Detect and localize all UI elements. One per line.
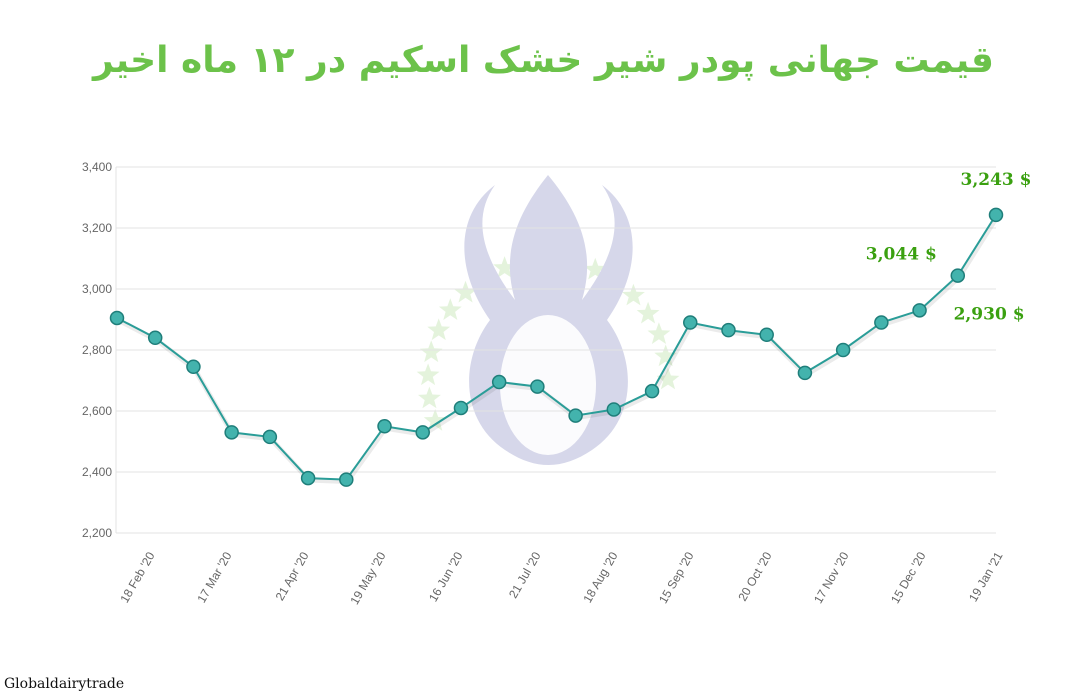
data-point [721, 322, 736, 338]
data-point [530, 379, 545, 394]
watermark-star-icon [418, 386, 441, 409]
data-point [339, 472, 354, 487]
y-tick-label: 2,800 [82, 343, 112, 357]
data-point [950, 268, 966, 283]
watermark-star-icon [636, 301, 660, 324]
data-point [186, 359, 201, 375]
watermark-star-icon [427, 318, 451, 341]
watermark-star-icon [622, 283, 645, 306]
gridlines [115, 166, 996, 534]
data-point [147, 330, 163, 346]
data-point [835, 342, 851, 358]
x-tick-label: 21 Apr '20 [273, 549, 312, 603]
x-tick-label: 20 Oct '20 [735, 549, 774, 603]
chart-title: قیمت جهانی پودر شیر خشک اسکیم در ۱۲ ماه … [93, 40, 994, 81]
watermark-star-icon [416, 363, 440, 386]
price-annotation: 2,930 $ [954, 304, 1025, 324]
x-tick-label: 15 Dec '20 [888, 549, 929, 606]
y-tick-label: 3,200 [82, 221, 112, 235]
x-tick-label: 19 May '20 [347, 549, 388, 607]
watermark-star-icon [583, 257, 607, 280]
source-label: Globaldairytrade [4, 676, 125, 692]
y-tick-label: 3,000 [82, 282, 112, 296]
watermark-star-icon [647, 322, 671, 344]
data-point [683, 315, 698, 330]
x-axis-ticks: 18 Feb '20 17 Mar '20 21 Apr '20 19 May '20… [117, 549, 1005, 607]
data-point [568, 408, 583, 423]
watermark-star-icon [454, 280, 477, 303]
data-point [415, 425, 430, 440]
watermark-star-icon [438, 298, 462, 320]
x-tick-label: 18 Feb '20 [117, 549, 157, 605]
data-point [874, 315, 889, 330]
data-point [224, 425, 239, 440]
y-tick-label: 3,400 [82, 160, 112, 174]
x-tick-label: 16 Jun '20 [426, 549, 466, 604]
data-point [644, 383, 660, 399]
data-point [759, 327, 774, 342]
x-tick-label: 15 Sep '20 [656, 549, 697, 606]
data-point [262, 429, 278, 445]
watermark-star-icon [423, 409, 447, 431]
x-tick-label: 21 Jul '20 [506, 549, 544, 600]
x-tick-label: 18 Aug '20 [580, 549, 620, 605]
watermark-star-icon [419, 340, 443, 363]
price-annotation: 3,044 $ [866, 245, 937, 265]
data-point [377, 419, 392, 434]
watermark-star-icon [493, 256, 516, 278]
x-tick-label: 17 Nov '20 [811, 549, 852, 606]
data-point [797, 365, 813, 381]
data-point [988, 207, 1004, 223]
x-tick-label: 17 Mar '20 [194, 549, 234, 605]
y-tick-label: 2,200 [82, 526, 112, 540]
price-annotation: 3,243 $ [961, 170, 1032, 190]
y-tick-label: 2,400 [82, 465, 112, 479]
data-point [300, 470, 316, 486]
data-point [912, 303, 927, 318]
price-annotations: 3,243 $ 3,044 $ 2,930 $ [866, 170, 1032, 324]
x-tick-label: 19 Jan '21 [966, 549, 1006, 604]
data-point [491, 374, 507, 390]
data-point [109, 310, 125, 326]
y-tick-label: 2,600 [82, 404, 112, 418]
price-series [109, 207, 1004, 487]
watermark-star-icon [656, 367, 680, 390]
data-point [453, 400, 469, 416]
logo-watermark [416, 175, 680, 465]
data-point [606, 402, 622, 417]
watermark-star-icon [654, 344, 678, 367]
y-axis-ticks: 2,200 2,400 2,600 2,800 3,000 3,200 3,400 [82, 160, 112, 540]
